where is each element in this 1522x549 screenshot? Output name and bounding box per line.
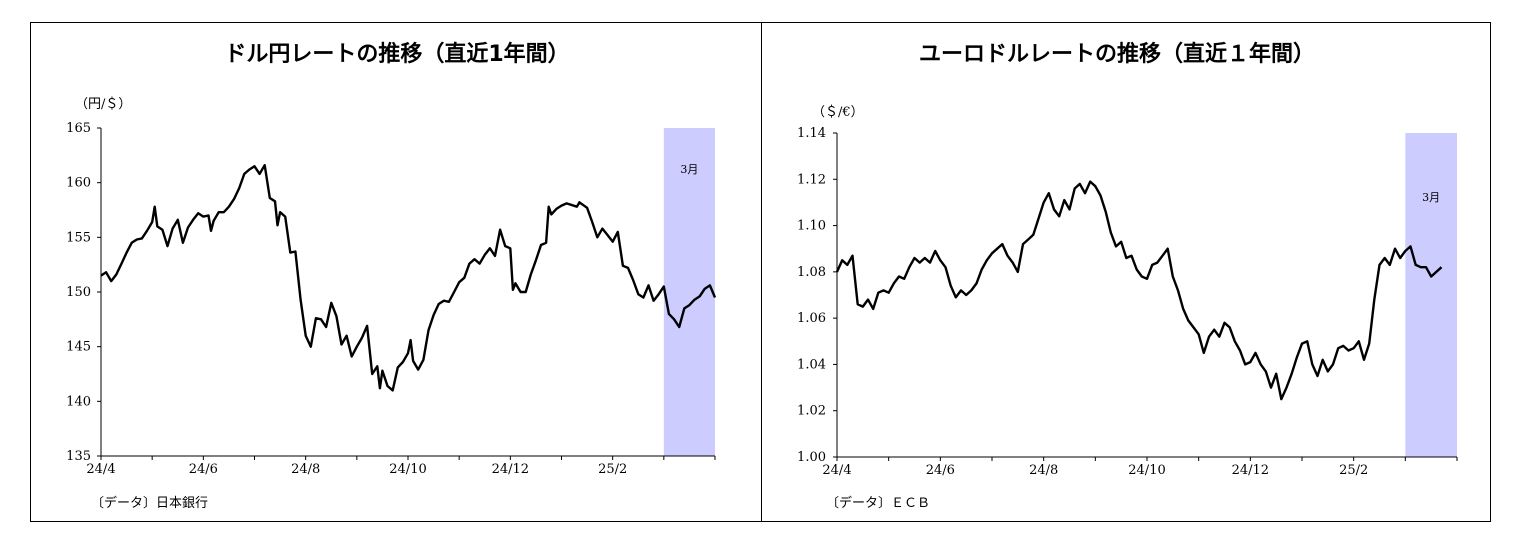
data-source: 〔データ〕ＥＣＢ — [826, 495, 930, 511]
x-tick-label: 24/12 — [492, 462, 529, 477]
eurusd-chart: ユーロドルレートの推移（直近１年間） （＄/€） 3月 1.00 1.02 1.04 1.0… — [797, 41, 1458, 511]
y-tick-label: 1.06 — [797, 311, 826, 326]
x-tick-label: 24/4 — [86, 462, 115, 477]
y-tick-label: 150 — [66, 285, 91, 300]
y-unit-label: （円/＄） — [75, 97, 131, 112]
chart-title: ユーロドルレートの推移（直近１年間） — [919, 41, 1315, 67]
y-tick-label: 155 — [66, 230, 91, 245]
eurusd-chart-panel: ユーロドルレートの推移（直近１年間） （＄/€） 3月 1.00 1.02 1.04 1.0… — [761, 22, 1491, 522]
highlight-band-label: 3月 — [1422, 191, 1440, 204]
y-tick-label: 1.08 — [797, 265, 826, 280]
y-unit-label: （＄/€） — [812, 105, 864, 120]
y-tick-label: 1.00 — [797, 450, 826, 465]
y-tick-label: 145 — [66, 340, 91, 355]
x-tick-label: 24/6 — [189, 462, 218, 477]
data-source: 〔データ〕日本銀行 — [91, 495, 208, 511]
x-tick-label: 24/6 — [926, 463, 955, 478]
series-line — [100, 164, 717, 392]
highlight-band-label: 3月 — [680, 163, 698, 176]
x-tick-label: 25/2 — [1339, 463, 1368, 478]
series-line — [835, 180, 1443, 401]
y-tick-label: 1.02 — [797, 404, 826, 419]
x-tick-label: 24/10 — [389, 462, 426, 477]
highlight-band — [1405, 133, 1457, 457]
y-tick-label: 135 — [66, 449, 91, 464]
y-tick-label: 1.10 — [797, 219, 826, 234]
x-tick-label: 24/12 — [1232, 463, 1269, 478]
usdjpy-chart: ドル円レートの推移（直近1年間） （円/＄） 3月 135 140 145 150 155 16… — [66, 41, 717, 511]
x-tick-label: 24/4 — [822, 463, 851, 478]
x-tick-label: 24/10 — [1128, 463, 1165, 478]
x-tick-label: 25/2 — [598, 462, 627, 477]
x-tick-label: 24/8 — [1029, 463, 1058, 478]
y-tick-label: 140 — [66, 394, 91, 409]
y-tick-label: 1.04 — [797, 357, 826, 372]
y-tick-label: 165 — [66, 121, 91, 136]
y-tick-label: 1.14 — [797, 126, 826, 141]
chart-title: ドル円レートの推移（直近1年間） — [224, 41, 569, 67]
y-tick-label: 160 — [66, 176, 91, 191]
y-tick-label: 1.12 — [797, 172, 826, 187]
usdjpy-chart-panel: ドル円レートの推移（直近1年間） （円/＄） 3月 135 140 145 150 155 16… — [30, 22, 762, 522]
x-tick-label: 24/8 — [291, 462, 320, 477]
highlight-band — [663, 128, 715, 456]
